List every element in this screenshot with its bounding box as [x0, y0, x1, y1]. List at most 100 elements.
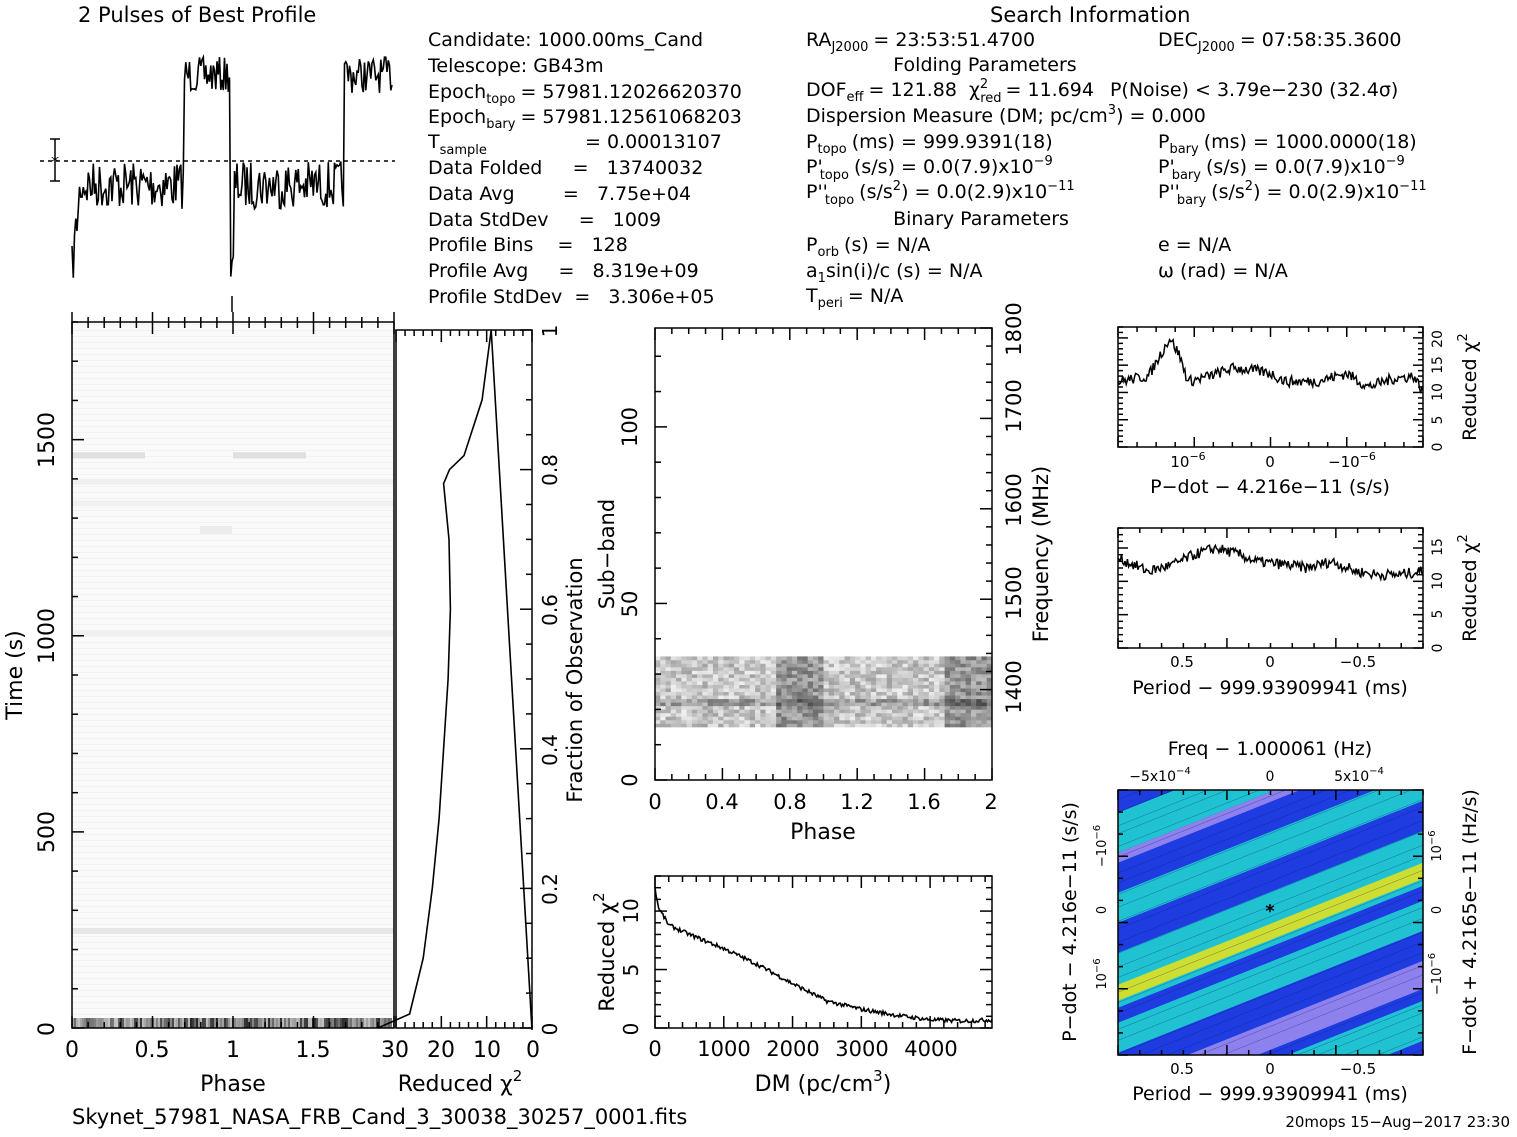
- sb-cell: [807, 670, 814, 675]
- ct-ytick-4: 0.8: [538, 454, 562, 486]
- sb-cell: [928, 688, 935, 693]
- sb-cell: [786, 712, 793, 717]
- sb-cell: [923, 705, 930, 710]
- sb-cell: [670, 688, 677, 693]
- sb-cell: [944, 659, 951, 664]
- tp-first-slice: [306, 1018, 308, 1028]
- sb-cell: [755, 691, 761, 696]
- sb-cell: [676, 674, 682, 678]
- sb-cell: [728, 716, 735, 721]
- error-bar-marker: *: [50, 138, 60, 182]
- sb-cell: [834, 709, 840, 714]
- tp-xlabel: Phase: [200, 1072, 266, 1097]
- sb-cell: [744, 656, 751, 661]
- sb-cell: [918, 695, 924, 700]
- sb-cell: [697, 691, 703, 696]
- sb-cell: [918, 670, 924, 675]
- sb-cell: [739, 688, 745, 693]
- sb-cell: [981, 702, 988, 707]
- sb-cell: [791, 712, 798, 717]
- sb-cell: [907, 688, 914, 693]
- sb-cell: [781, 667, 787, 671]
- sb-cell: [818, 709, 824, 714]
- sb-cell: [712, 663, 719, 668]
- sb-cell: [891, 723, 898, 728]
- tp-first-slice: [298, 1018, 300, 1028]
- tp-first-slice: [116, 1018, 118, 1028]
- sb-cell: [823, 688, 830, 693]
- sb-cell: [749, 684, 756, 689]
- sb-cell: [902, 684, 909, 689]
- sb-cell: [876, 723, 882, 728]
- sb-cell: [939, 723, 945, 728]
- sb-cell: [802, 691, 809, 696]
- sb-cell: [797, 670, 803, 675]
- sb-cell: [818, 702, 824, 707]
- sb-cell: [844, 723, 851, 728]
- sb-cell: [970, 688, 977, 693]
- pp-contour-line: [1139, 941, 1423, 1055]
- sb-cell: [902, 723, 909, 728]
- sb-cell: [655, 667, 661, 671]
- sb-cell: [860, 681, 866, 685]
- sb-cell: [823, 702, 830, 707]
- sb-cell: [812, 709, 819, 714]
- sb-cell: [755, 681, 761, 685]
- sb-cell: [712, 702, 719, 707]
- sb-cell: [849, 663, 856, 668]
- pe-ytick-2: 10: [1430, 572, 1446, 590]
- sb-cell: [749, 681, 756, 685]
- sb-cell: [934, 719, 940, 724]
- subband-y-ticks: 0 50 100: [618, 407, 642, 787]
- sb-cell: [834, 659, 840, 664]
- sb-cell: [949, 719, 956, 724]
- time-phase-panel: 0 0.5 1 1.5 Phase 0 500 1000 1500 Time (…: [3, 312, 395, 1097]
- sb-cell: [886, 684, 893, 689]
- profile-title: 2 Pulses of Best Profile: [78, 3, 316, 27]
- sb-cell: [733, 684, 740, 689]
- sb-cell: [797, 684, 803, 689]
- svg-text:*: *: [51, 152, 59, 171]
- sb-cell: [665, 656, 672, 661]
- sb-cell: [849, 684, 856, 689]
- search-title: Search Information: [990, 3, 1190, 27]
- sb-cell: [770, 667, 777, 671]
- sb-cell: [786, 716, 793, 721]
- sb-cell: [849, 719, 856, 724]
- ra-line: RAJ2000 = 23:53:51.4700: [806, 29, 1035, 55]
- sb-cell: [907, 691, 914, 696]
- tp-first-slice: [222, 1018, 224, 1028]
- sb-cell: [860, 702, 866, 707]
- sb-cell: [702, 723, 708, 728]
- sb-cell: [739, 691, 745, 696]
- tp-first-slice: [80, 1018, 82, 1028]
- sb-cell: [891, 674, 898, 678]
- sb-cell: [797, 705, 803, 710]
- sb-cell: [986, 705, 993, 710]
- sb-cell: [812, 698, 819, 703]
- tp-first-slice: [196, 1018, 198, 1028]
- sb-cell: [828, 705, 835, 710]
- sb-cell: [855, 705, 861, 710]
- pd-ytick-3: 15: [1430, 356, 1446, 374]
- sb-cell: [818, 688, 824, 693]
- sb-cell: [739, 681, 745, 685]
- sb-cell: [718, 656, 724, 661]
- sb-cell: [755, 663, 761, 668]
- sb-cell: [786, 688, 793, 693]
- sb-cell: [828, 670, 835, 675]
- tp-first-slice: [340, 1018, 342, 1028]
- sb-cell: [907, 684, 914, 689]
- sb-cell: [944, 663, 951, 668]
- sb-cell: [697, 719, 703, 724]
- sb-cell: [902, 691, 909, 696]
- sb-cell: [828, 659, 835, 664]
- tp-first-slice: [178, 1018, 180, 1028]
- sb-cell: [913, 684, 919, 689]
- sb-cell: [676, 663, 682, 668]
- sb-cell: [807, 705, 814, 710]
- sb-cell: [765, 698, 772, 703]
- sb-cell: [844, 702, 851, 707]
- sb-cell: [681, 656, 687, 661]
- sb-cell: [791, 677, 798, 682]
